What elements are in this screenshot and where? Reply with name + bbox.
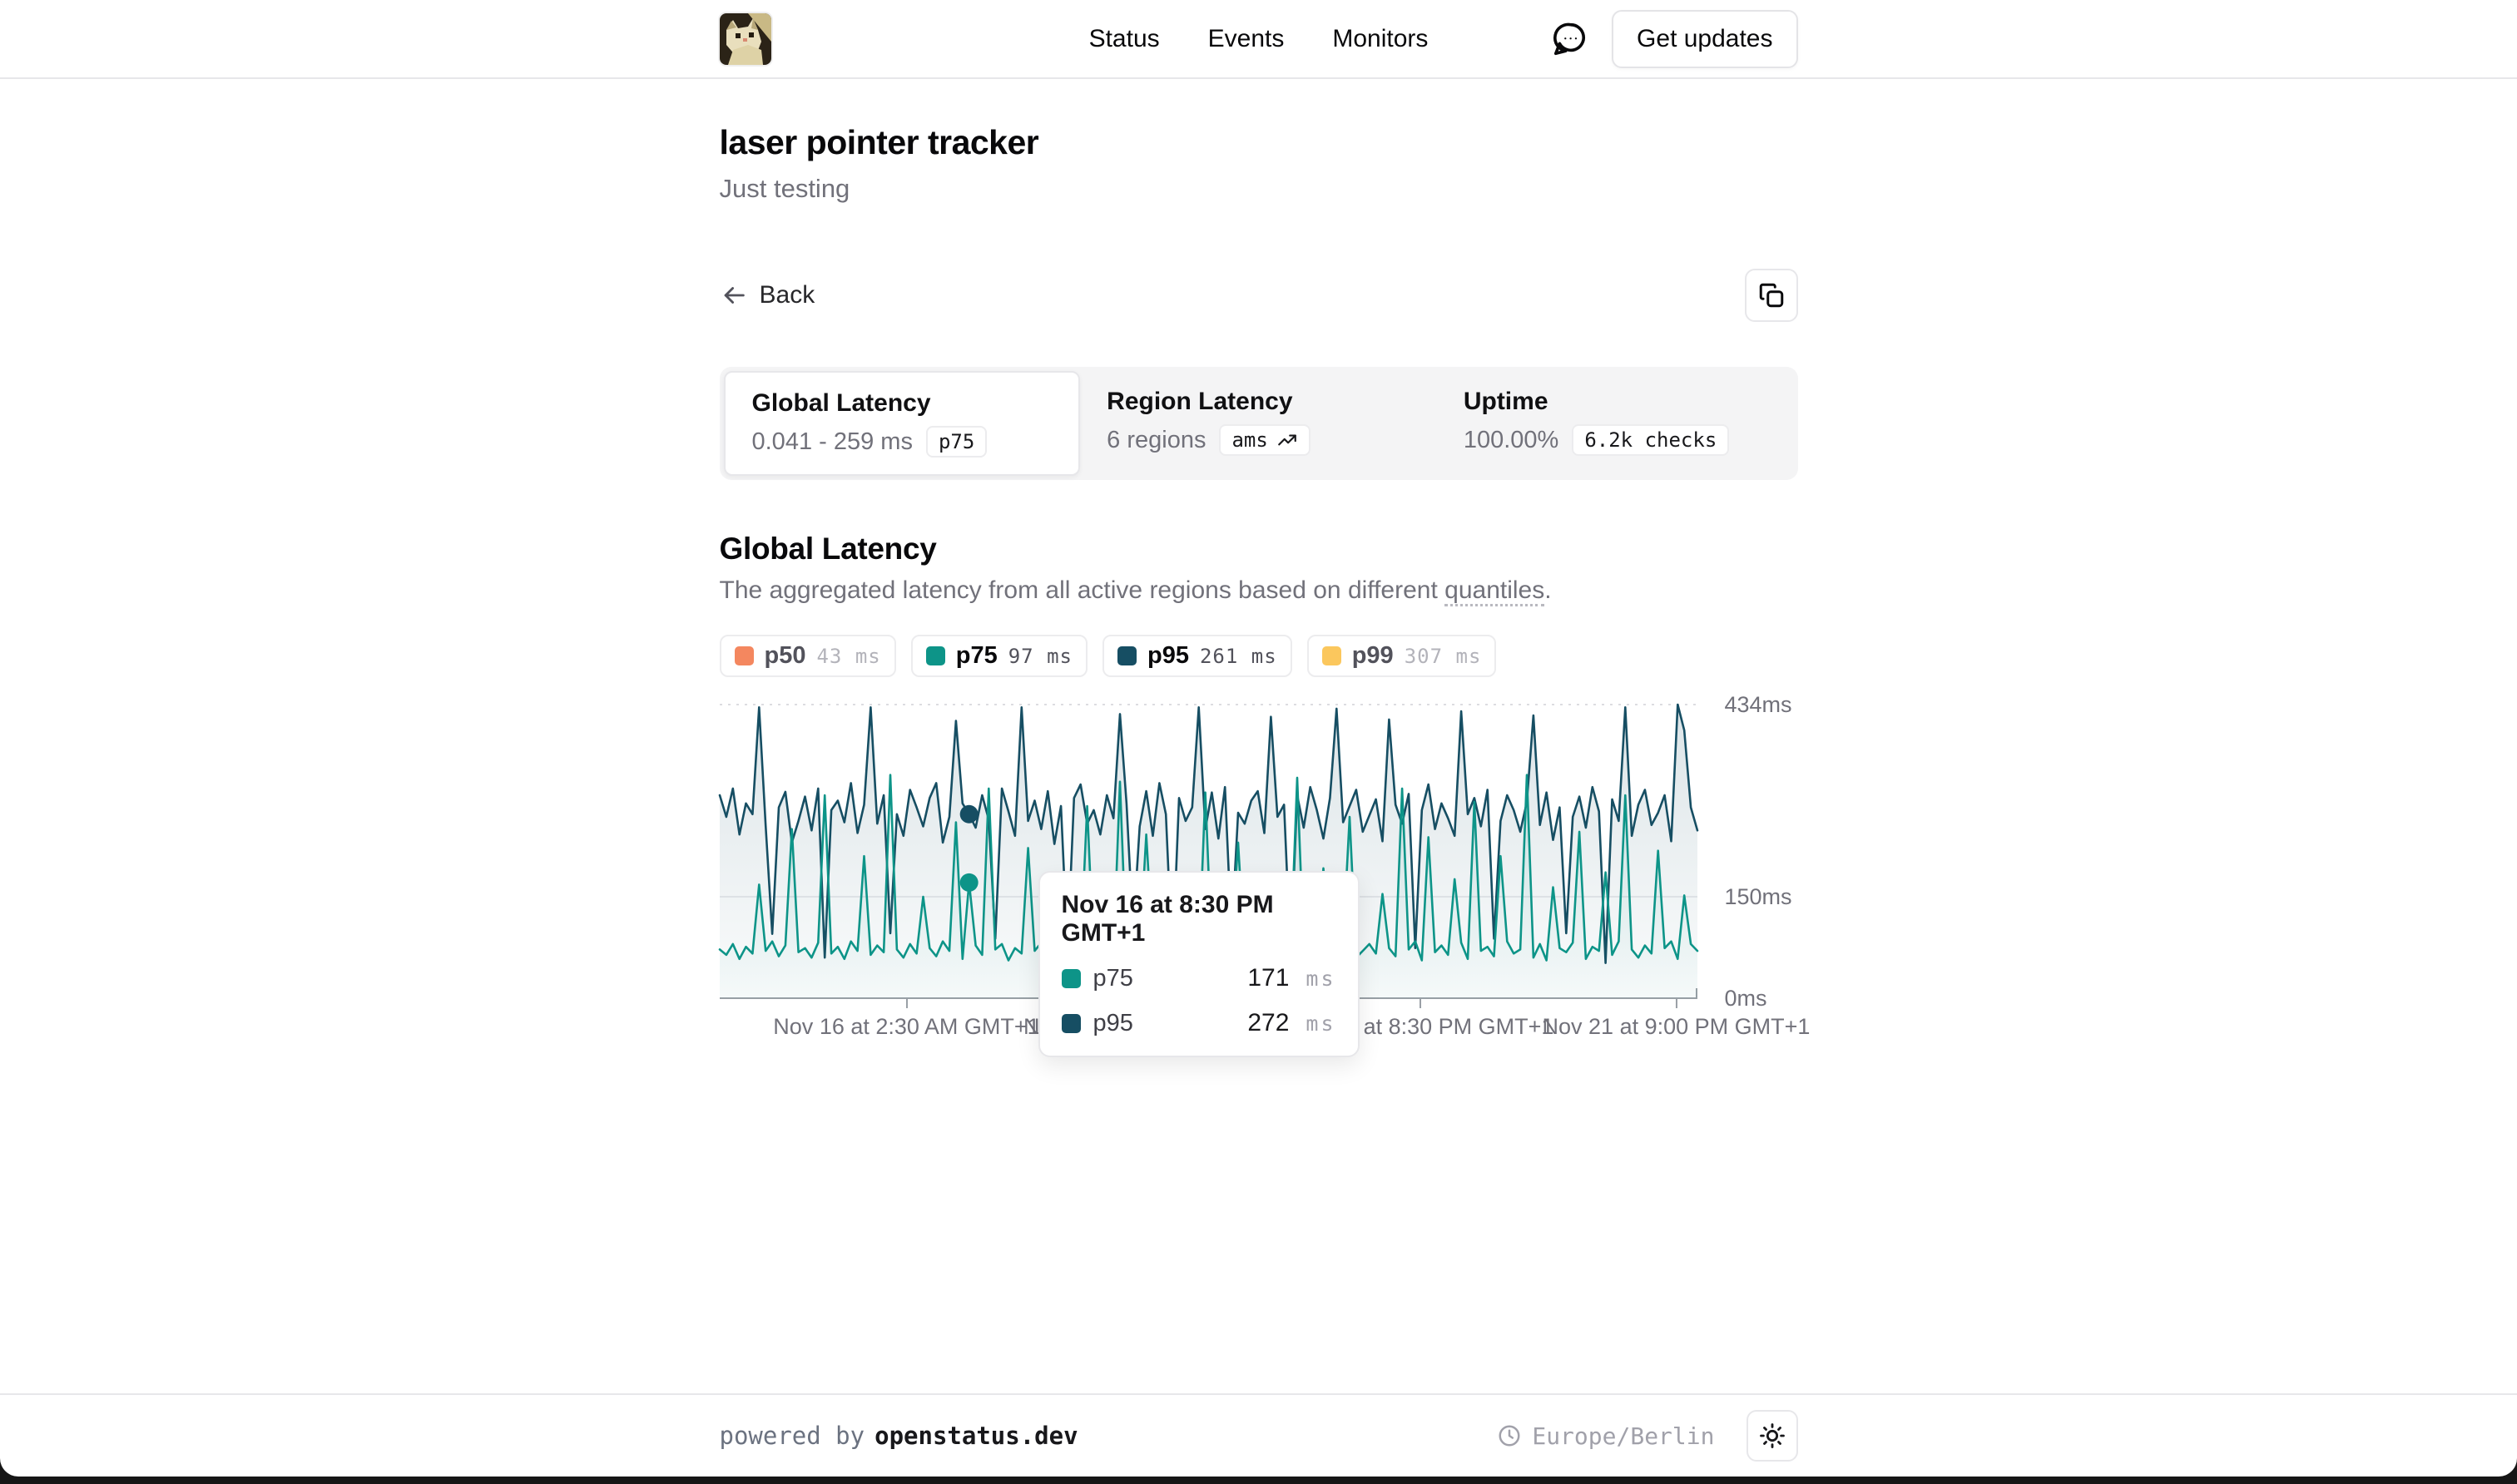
- tooltip-title: Nov 16 at 8:30 PM GMT+1: [1061, 891, 1274, 947]
- nav-link-status[interactable]: Status: [1088, 24, 1160, 52]
- back-button[interactable]: Back: [720, 281, 815, 309]
- tooltip-row: p75 171 ms: [1061, 964, 1336, 992]
- p75-swatch: [1061, 968, 1081, 988]
- y-tick-label: 150ms: [1724, 884, 1792, 909]
- tab-value: 0.041 - 259 ms: [751, 428, 913, 455]
- nav-right-group: Get updates: [1552, 9, 1798, 68]
- p50-swatch: [734, 646, 754, 665]
- timezone-display: Europe/Berlin: [1497, 1422, 1715, 1450]
- powered-by: powered by openstatus.dev: [719, 1422, 1078, 1450]
- footer: powered by openstatus.dev Europe/Berlin: [0, 1393, 2517, 1477]
- chart-section-description: The aggregated latency from all active r…: [720, 576, 1798, 606]
- legend-item-p99[interactable]: p99 307 ms: [1306, 635, 1497, 677]
- main-content: laser pointer tracker Just testing Back: [0, 79, 2517, 1393]
- arrow-left-icon: [724, 287, 745, 304]
- copy-icon: [1759, 283, 1783, 308]
- openstatus-link[interactable]: openstatus.dev: [875, 1422, 1078, 1450]
- checks-chip: 6.2k checks: [1572, 424, 1730, 456]
- region-chip: ams: [1219, 424, 1311, 456]
- navbar: Status Events Monitors Get updates: [0, 0, 2517, 79]
- toolbar: Back: [720, 269, 1798, 322]
- nav-link-events[interactable]: Events: [1207, 24, 1285, 52]
- tab-title: Region Latency: [1107, 388, 1293, 415]
- get-updates-button[interactable]: Get updates: [1612, 9, 1798, 68]
- y-tick-label: 0ms: [1724, 986, 1767, 1011]
- copy-link-button[interactable]: [1744, 269, 1798, 322]
- legend-item-p75[interactable]: p75 97 ms: [910, 635, 1088, 677]
- quantiles-link[interactable]: quantiles: [1444, 576, 1545, 606]
- tab-title: Global Latency: [751, 389, 931, 417]
- p75-swatch: [925, 646, 945, 665]
- theme-toggle-button[interactable]: [1746, 1410, 1798, 1462]
- tab-region-latency[interactable]: Region Latency 6 regions ams: [1080, 371, 1437, 476]
- y-tick-label: 434ms: [1724, 692, 1792, 718]
- tooltip-row: p95 272 ms: [1061, 1009, 1336, 1037]
- tab-value: 100.00%: [1463, 426, 1559, 453]
- chat-bubble-icon: [1553, 22, 1586, 55]
- back-label: Back: [759, 281, 815, 309]
- nav-link-monitors[interactable]: Monitors: [1332, 24, 1429, 52]
- p95-swatch: [1061, 1013, 1081, 1033]
- chart-tooltip: Nov 16 at 8:30 PM GMT+1 p75 171 ms p95 2…: [1038, 871, 1360, 1057]
- tab-uptime[interactable]: Uptime 100.00% 6.2k checks: [1437, 371, 1794, 476]
- nav-links: Status Events Monitors: [1089, 25, 1429, 53]
- latency-chart-area: 434ms 150ms 0ms Nov 16 at 2:30 AM GMT+1 …: [718, 692, 1810, 1065]
- logo-image[interactable]: [719, 12, 771, 65]
- x-tick-label: Nov 21 at 9:00 PM GMT+1: [1542, 1014, 1811, 1039]
- page-subtitle: Just testing: [719, 174, 850, 203]
- x-tick-label: Nov 16 at 2:30 AM GMT+1: [773, 1014, 1040, 1039]
- metric-tabs: Global Latency 0.041 - 259 ms p75 Region…: [719, 367, 1798, 480]
- chart-section-title: Global Latency: [719, 532, 937, 566]
- cat-logo-art: [719, 12, 771, 65]
- sun-icon: [1759, 1423, 1785, 1448]
- p95-swatch: [1117, 646, 1137, 665]
- clock-icon: [1499, 1425, 1520, 1447]
- legend-item-p50[interactable]: p50 43 ms: [719, 635, 896, 677]
- page-title: laser pointer tracker: [719, 123, 1039, 161]
- p99-swatch: [1321, 646, 1341, 665]
- trending-up-icon: [1277, 434, 1296, 446]
- feedback-button[interactable]: [1552, 20, 1590, 58]
- quantile-chip: p75: [925, 426, 988, 458]
- legend-item-p95[interactable]: p95 261 ms: [1102, 635, 1292, 677]
- chart-legend: p50 43 ms p75 97 ms p95 261 ms p99 307 m…: [719, 635, 1798, 677]
- tab-value: 6 regions: [1107, 426, 1206, 453]
- tab-global-latency[interactable]: Global Latency 0.041 - 259 ms p75: [723, 371, 1081, 476]
- tab-title: Uptime: [1463, 388, 1548, 415]
